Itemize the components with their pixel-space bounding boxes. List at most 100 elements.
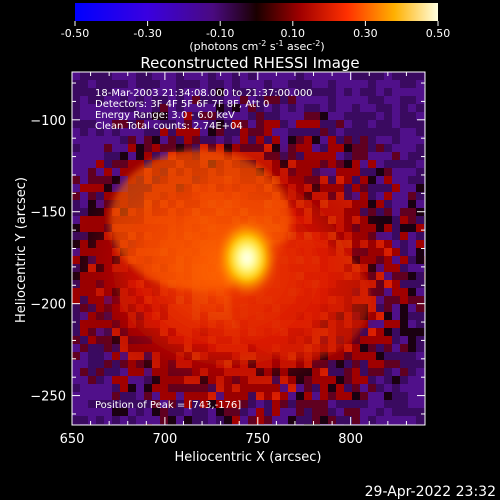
heatmap-cell [392,344,400,352]
heatmap-cell [376,136,384,144]
heatmap-cell [320,400,328,408]
heatmap-cell [416,280,424,288]
heatmap-cell [112,120,120,128]
heatmap-cell [96,360,104,368]
heatmap-cell [368,136,376,144]
heatmap-cell [224,120,232,128]
heatmap-cell [296,72,304,80]
heatmap-cell [392,392,400,400]
heatmap-cell [376,408,384,416]
heatmap-cell [304,104,312,112]
heatmap-cell [384,112,392,120]
heatmap-cell [376,416,384,424]
heatmap-cell [144,392,152,400]
heatmap-cell [416,120,424,128]
heatmap-cell [360,88,368,96]
heatmap-cell [144,384,152,392]
heatmap-cell [136,144,144,152]
heatmap-cell [176,400,184,408]
heatmap-cell [232,120,240,128]
heatmap-cell [408,96,416,104]
heatmap-cell [408,240,416,248]
heatmap-cell [192,408,200,416]
heatmap-cell [160,88,168,96]
heatmap-cell [368,120,376,128]
heatmap-cell [416,320,424,328]
heatmap-cell [360,352,368,360]
heatmap-cell [264,120,272,128]
heatmap-cell [408,288,416,296]
heatmap-cell [416,368,424,376]
heatmap-cell [128,152,136,160]
heatmap-cell [160,400,168,408]
heatmap-cell [416,408,424,416]
heatmap-cell [184,96,192,104]
heatmap-cell [72,96,80,104]
heatmap-cell [136,136,144,144]
heatmap-cell [416,168,424,176]
heatmap-cell [144,88,152,96]
heatmap-cell [88,176,96,184]
heatmap-cell [360,368,368,376]
heatmap-cell [392,200,400,208]
heatmap-cell [216,128,224,136]
heatmap-cell [256,400,264,408]
heatmap-cell [376,192,384,200]
heatmap-cell [240,80,248,88]
heatmap-cell [296,112,304,120]
heatmap-cell [112,104,120,112]
heatmap-cell [384,160,392,168]
colorbar-tick-label: 0.30 [353,27,378,40]
heatmap-cell [400,136,408,144]
heatmap-cell [136,104,144,112]
heatmap-cell [152,408,160,416]
heatmap-cell [280,408,288,416]
heatmap-cell [136,72,144,80]
colorbar-tick-label: 0.50 [426,27,451,40]
heatmap-cell [88,408,96,416]
heatmap-cell [144,416,152,424]
heatmap-cell [360,392,368,400]
heatmap-cell [80,104,88,112]
heatmap-cell [368,400,376,408]
heatmap-cell [272,136,280,144]
heatmap-cell [392,368,400,376]
heatmap-cell [336,144,344,152]
heatmap-cell [304,400,312,408]
heatmap-cell [360,144,368,152]
heatmap-cell [296,400,304,408]
heatmap-cell [400,416,408,424]
heatmap-cell [328,96,336,104]
heatmap-cell [408,344,416,352]
heatmap-cell [184,104,192,112]
heatmap-cell [96,352,104,360]
heatmap-cell [384,328,392,336]
heatmap-cell [328,152,336,160]
heatmap-cell [224,416,232,424]
heatmap-cell [264,112,272,120]
heatmap-cell [88,152,96,160]
heatmap-cell [96,160,104,168]
heatmap-cell [304,416,312,424]
heatmap-cell [384,168,392,176]
heatmap-cell [296,136,304,144]
heatmap-cell [80,352,88,360]
heatmap-cell [232,112,240,120]
heatmap-cell [312,384,320,392]
heatmap-cell [136,392,144,400]
heatmap-cell [120,104,128,112]
heatmap-cell [384,408,392,416]
heatmap-cell [104,96,112,104]
heatmap-cell [248,72,256,80]
heatmap-cell [136,96,144,104]
heatmap-cell [80,192,88,200]
heatmap-cell [336,368,344,376]
heatmap-cell [72,136,80,144]
heatmap-cell [416,256,424,264]
heatmap-cell [208,72,216,80]
heatmap-cell [112,152,120,160]
heatmap-cell [352,136,360,144]
heatmap-cell [152,120,160,128]
heatmap-cell [416,88,424,96]
heatmap-cell [320,72,328,80]
